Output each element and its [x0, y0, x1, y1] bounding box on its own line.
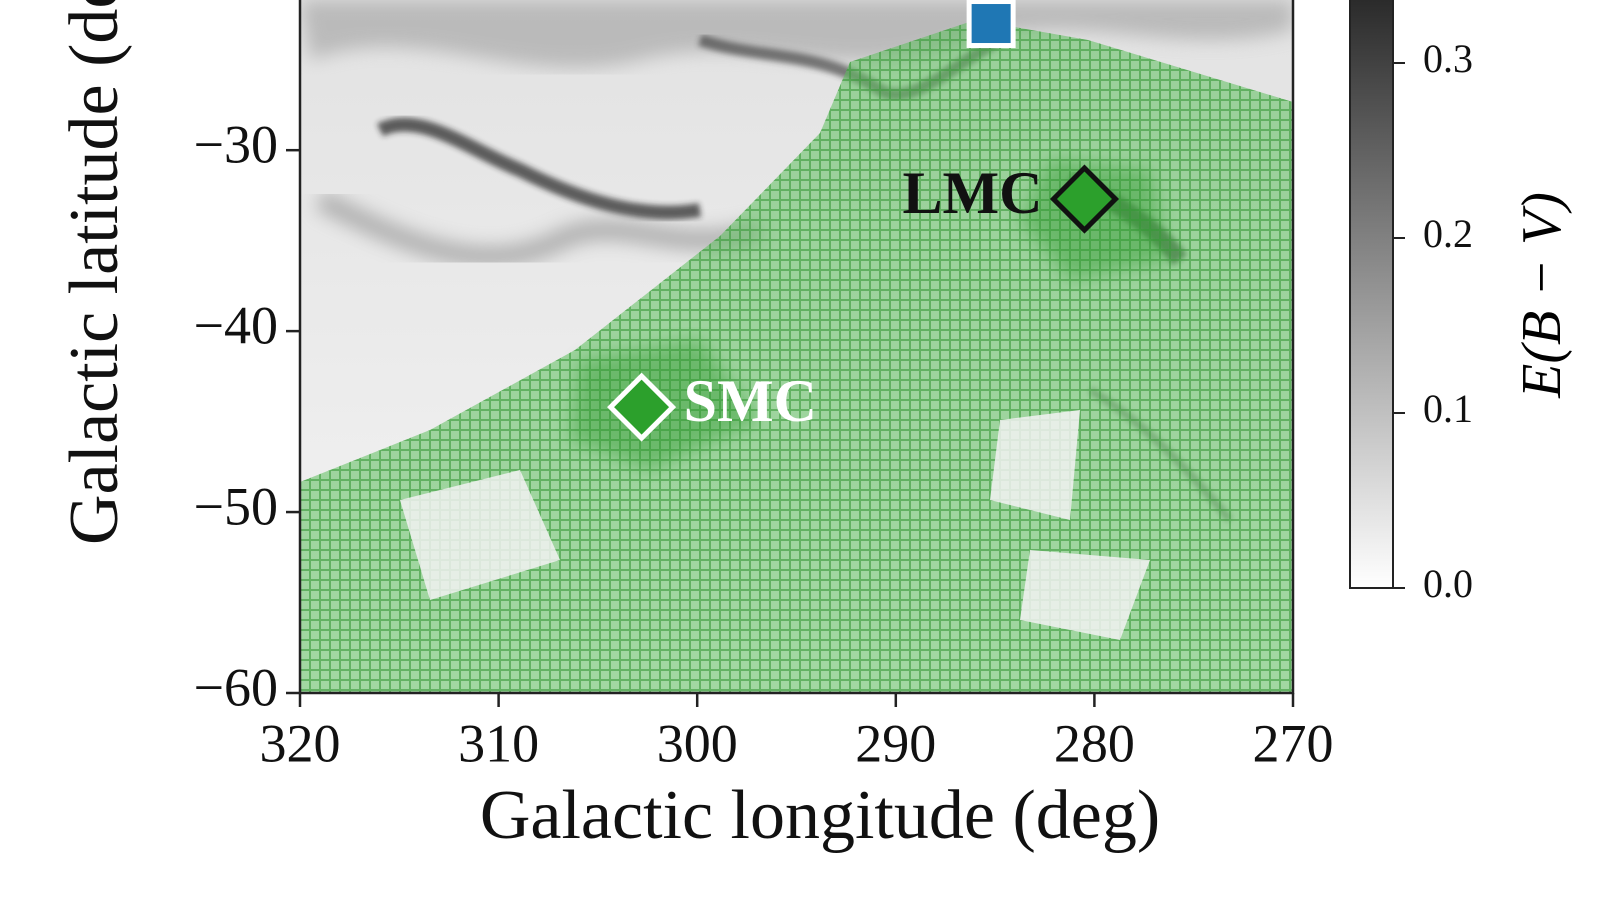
- x-axis-label: Galactic longitude (deg): [480, 777, 1160, 854]
- y-tick-label: −30: [194, 115, 278, 175]
- y-tick-label: −50: [194, 476, 278, 536]
- y-tick-label: −60: [194, 657, 278, 717]
- x-tick-label: 300: [657, 713, 738, 773]
- plot-frame: [298, 0, 1295, 695]
- y-axis-label: Galactic latitude (deg): [56, 0, 133, 545]
- dust-map: [300, 0, 1293, 693]
- colorbar-tick-label: 0.2: [1423, 211, 1473, 256]
- diamond-marker: [607, 372, 677, 442]
- x-tick-label: 280: [1054, 713, 1135, 773]
- marker-annotation: LMC: [902, 160, 1042, 226]
- diamond-marker: [1049, 164, 1120, 234]
- x-tick-label: 320: [260, 713, 341, 773]
- colorbar: [1349, 0, 1394, 589]
- colorbar-label: E(B − V): [1511, 192, 1573, 399]
- y-tick-label: −40: [194, 296, 278, 356]
- square-marker: [966, 0, 1016, 49]
- colorbar-tick-label: 0.0: [1423, 561, 1473, 606]
- marker-annotation: SMC: [684, 368, 817, 434]
- x-tick-label: 290: [855, 713, 936, 773]
- x-tick-label: 270: [1253, 713, 1334, 773]
- x-tick-label: 310: [458, 713, 539, 773]
- colorbar-tick-label: 0.1: [1423, 386, 1473, 431]
- colorbar-tick-label: 0.3: [1423, 36, 1473, 81]
